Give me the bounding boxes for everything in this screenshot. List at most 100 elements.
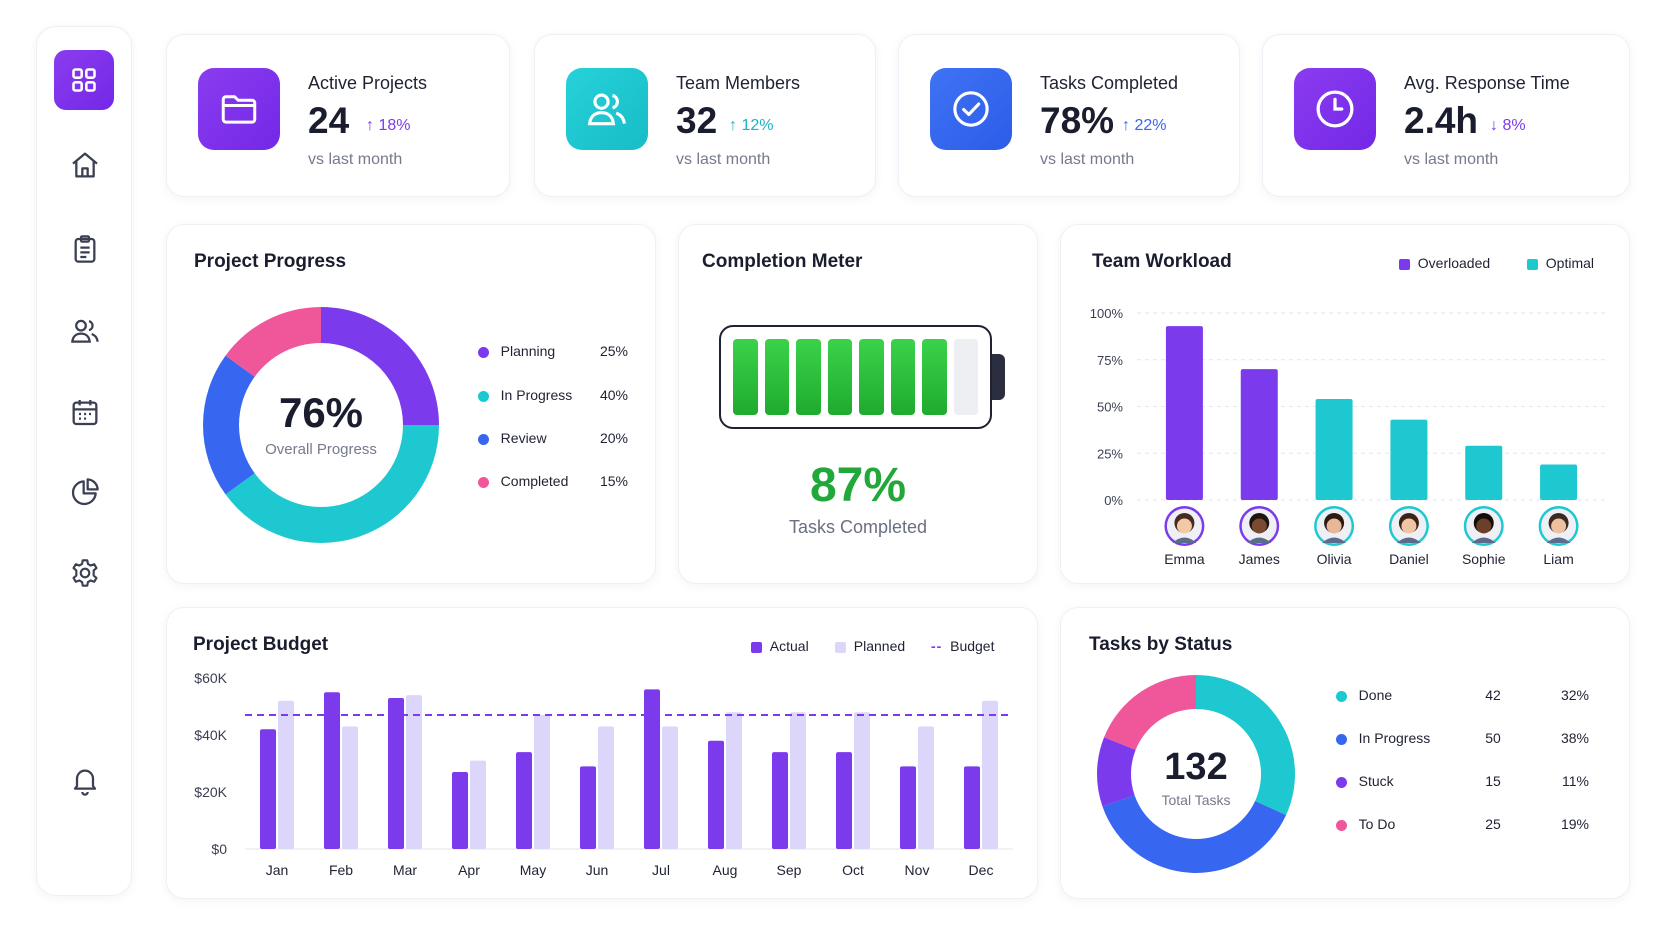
- legend-label: Planning: [500, 343, 556, 359]
- tasks-by-status-donut-chart: [1097, 675, 1295, 873]
- legend-dot: [478, 346, 489, 358]
- x-tick-label: Feb: [329, 862, 353, 878]
- nav-home-button[interactable]: [59, 139, 111, 191]
- x-tick-label: James: [1239, 551, 1280, 567]
- bar-actual-jul: [644, 689, 660, 849]
- kpi-card-team-members[interactable]: Team Members 32 ↑ 12% vs last month: [534, 34, 876, 197]
- legend-value: 40%: [599, 387, 628, 403]
- x-tick-label: Sophie: [1462, 551, 1506, 567]
- battery-cell-filled: [859, 339, 884, 415]
- bar-daniel: [1390, 419, 1428, 500]
- donut-center-label: Overall Progress: [265, 441, 377, 458]
- kpi-card-active-projects[interactable]: Active Projects 24 ↑ 18% vs last month: [166, 34, 510, 197]
- donut-slice-in-progress: [225, 425, 439, 543]
- arrow-up-icon: ↑: [1122, 117, 1130, 134]
- legend-value: 25%: [599, 343, 628, 359]
- y-tick-label: $20K: [194, 784, 227, 800]
- bar-planned-sep: [790, 712, 806, 849]
- bell-icon: [73, 769, 97, 796]
- y-tick-label: 25%: [1097, 446, 1123, 461]
- kpi-trend-value: 12%: [741, 117, 774, 134]
- battery-cell-filled: [922, 339, 947, 415]
- kpi-sub: vs last month: [308, 151, 403, 168]
- kpi-sub: vs last month: [676, 151, 771, 168]
- kpi-card-avg-response-time[interactable]: Avg. Response Time 2.4h ↓ 8% vs last mon…: [1262, 34, 1630, 197]
- nav-settings-button[interactable]: [59, 547, 111, 599]
- bar-planned-dec: [982, 700, 998, 849]
- kpi-icon-badge: [1294, 68, 1376, 150]
- bar-james: [1240, 369, 1278, 500]
- y-tick-label: 75%: [1097, 353, 1123, 368]
- nav-team-button[interactable]: [59, 305, 111, 357]
- legend-dot: [478, 433, 489, 445]
- avatar-body: [1172, 537, 1197, 543]
- legend-item-overloaded: Overloaded: [1399, 255, 1490, 271]
- team-workload-card: Team Workload Overloaded Optimal 100% 75%…: [1060, 224, 1630, 584]
- avatar-body: [1546, 537, 1571, 543]
- kpi-trend: ↓ 8%: [1490, 117, 1526, 135]
- card-title: Team Workload: [1092, 251, 1232, 272]
- kpi-sub: vs last month: [1040, 151, 1135, 168]
- legend-item-completed: Completed: [478, 473, 568, 489]
- bar-actual-may: [516, 752, 532, 849]
- status-percent: 11%: [1562, 773, 1589, 789]
- bar-actual-feb: [324, 692, 340, 849]
- avatar-face: [1251, 518, 1267, 534]
- x-tick-label: Jan: [266, 862, 289, 878]
- dashboard-grid-button[interactable]: [54, 50, 114, 110]
- x-tick-label: Daniel: [1389, 551, 1429, 567]
- x-tick-label: Jun: [586, 862, 609, 878]
- kpi-value: 78%: [1040, 100, 1115, 141]
- completion-meter-card: Completion Meter 87% Tasks Completed: [678, 224, 1038, 584]
- kpi-value: 24: [308, 100, 350, 141]
- arrow-down-icon: ↓: [1490, 117, 1498, 134]
- bar-actual-jun: [580, 766, 596, 849]
- tasks-by-status-card: Tasks by Status 132 Total Tasks Done 42 …: [1060, 607, 1630, 899]
- bar-sophie: [1465, 445, 1503, 500]
- kpi-value: 2.4h: [1404, 100, 1479, 141]
- status-label: To Do: [1358, 816, 1396, 832]
- nav-reports-button[interactable]: [59, 466, 111, 518]
- legend-label: Completed: [500, 473, 569, 489]
- status-count: 42: [1485, 687, 1501, 703]
- kpi-trend-value: 18%: [378, 117, 411, 134]
- avatar-body: [1471, 537, 1496, 543]
- legend-dot: [1336, 733, 1347, 745]
- avatar-daniel[interactable]: [1388, 506, 1429, 546]
- y-tick-label: $40K: [194, 727, 227, 743]
- arrow-up-icon: ↑: [366, 117, 374, 134]
- avatar-james[interactable]: [1239, 506, 1280, 546]
- kpi-label: Active Projects: [308, 73, 428, 93]
- kpi-card-tasks-completed[interactable]: Tasks Completed 78% ↑ 22% vs last month: [898, 34, 1240, 197]
- avatar-olivia[interactable]: [1314, 506, 1355, 546]
- avatar-liam[interactable]: [1538, 506, 1579, 546]
- donut-center-value: 76%: [278, 389, 364, 436]
- legend-label: Review: [500, 430, 547, 446]
- bar-actual-nov: [900, 766, 916, 849]
- kpi-icon-badge: [930, 68, 1012, 150]
- users-icon: [71, 319, 99, 343]
- nav-notifications-button[interactable]: [59, 754, 111, 806]
- legend-value: 15%: [599, 473, 628, 489]
- bar-olivia: [1315, 399, 1353, 500]
- project-budget-bar-chart: $60K $40K $20K $0 Jan Feb Mar Apr May Jun Jul Aug Se…: [194, 670, 1013, 878]
- y-tick-label: 50%: [1097, 400, 1123, 415]
- battery-terminal: [992, 354, 1005, 400]
- project-progress-donut-chart: [203, 307, 439, 543]
- legend-label: Budget: [950, 638, 995, 654]
- folder-icon: [221, 95, 257, 124]
- pie-chart-icon: [71, 478, 99, 506]
- x-tick-label: Jul: [652, 862, 670, 878]
- status-label: Done: [1358, 687, 1393, 703]
- kpi-sub: vs last month: [1404, 151, 1499, 168]
- avatar-sophie[interactable]: [1463, 506, 1504, 546]
- legend-item-in-progress: In Progress: [478, 387, 572, 403]
- bar-planned-may: [534, 715, 550, 849]
- avatar-face: [1401, 518, 1417, 534]
- nav-tasks-button[interactable]: [59, 223, 111, 275]
- settings-gear-icon: [72, 559, 98, 587]
- arrow-up-icon: ↑: [729, 117, 737, 134]
- bar-emma: [1165, 326, 1203, 500]
- avatar-emma[interactable]: [1164, 506, 1205, 546]
- nav-calendar-button[interactable]: [59, 386, 111, 438]
